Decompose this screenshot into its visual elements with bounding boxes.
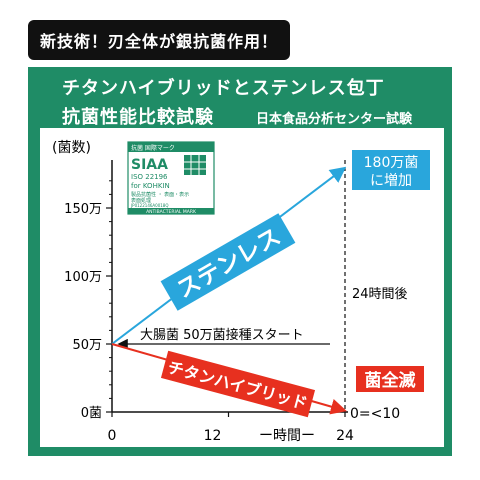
start-label: 大腸菌 50万菌接種スタート xyxy=(140,327,304,343)
stainless-end-box: 180万菌 に増加 xyxy=(352,150,430,190)
header-subtitle: 日本食品分析センター試験 xyxy=(256,112,413,127)
stainless-end-line1: 180万菌 xyxy=(364,155,419,171)
titanium-end-label: 菌全滅 xyxy=(365,370,416,391)
time-marker-label: 24時間後 xyxy=(352,287,408,302)
siaa-badge: 抗菌 国際マーク SIAA ISO 22196 for KOHKIN 製品抗菌性… xyxy=(127,141,215,215)
y-axis-label: (菌数) xyxy=(52,140,91,156)
header-title-line2: 抗菌性能比較試験 xyxy=(62,107,214,128)
x-tick-label: 12 xyxy=(204,428,222,444)
x-axis-label: ー時間ー xyxy=(259,428,315,444)
y-ticks: 0菌 50万 100万 150万 xyxy=(64,180,112,421)
siaa-for: for KOHKIN xyxy=(131,182,170,190)
siaa-line2: 表面処理 xyxy=(131,197,151,204)
y-tick-label: 150万 xyxy=(64,202,102,217)
siaa-footer: ANTIBACTERIAL MARK xyxy=(146,209,197,215)
top-badge: 新技術！刃全体が銀抗菌作用！ xyxy=(28,20,291,60)
siaa-logo: SIAA xyxy=(131,157,168,173)
y-tick-label: 0菌 xyxy=(81,406,102,421)
titanium-end-box: 菌全滅 xyxy=(356,366,424,392)
siaa-header: 抗菌 国際マーク xyxy=(131,144,175,152)
siaa-line1: 製品抗菌性 ・ 表面・表示 xyxy=(131,191,189,198)
stainless-end-line2: に増加 xyxy=(370,173,412,189)
header-title-line1: チタンハイブリッドとステンレス包丁 xyxy=(62,78,385,99)
stainless-band: ステンレス xyxy=(160,213,296,311)
y-tick-label: 100万 xyxy=(64,270,102,285)
siaa-code: JP0122146A0018Q xyxy=(130,203,168,208)
x-ticks: 0 12 24 xyxy=(108,412,354,444)
stainless-band-label: ステンレス xyxy=(173,224,286,304)
end-count-label: 0=<10 xyxy=(350,406,400,422)
siaa-standard: ISO 22196 xyxy=(131,173,168,181)
y-tick-label: 50万 xyxy=(72,338,102,353)
x-tick-label: 0 xyxy=(108,428,117,444)
x-tick-label: 24 xyxy=(336,428,354,444)
siaa-grid-icon xyxy=(184,155,206,175)
titanium-band: チタンハイブリッド xyxy=(160,350,316,418)
